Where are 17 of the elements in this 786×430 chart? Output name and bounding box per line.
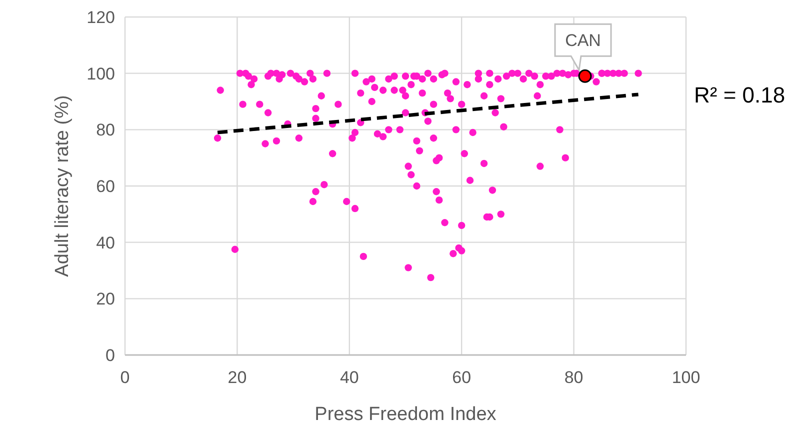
- y-tick-label: 120: [86, 8, 115, 27]
- x-tick-label: 100: [672, 368, 700, 387]
- y-tick-label: 40: [96, 233, 115, 252]
- x-tick-label: 0: [120, 368, 130, 387]
- y-tick-label: 60: [96, 176, 115, 196]
- y-tick-label: 80: [96, 120, 115, 140]
- y-tick-label: 20: [96, 290, 115, 309]
- y-axis-title: Adult literacy rate (%): [52, 95, 73, 277]
- x-tick-label: 40: [340, 368, 359, 387]
- x-tick-label: 60: [452, 368, 472, 387]
- x-axis-title: Press Freedom Index: [314, 404, 497, 425]
- x-tick-label: 20: [228, 368, 247, 387]
- series-label: CAN: [565, 31, 601, 50]
- text: R² = 0.18: [694, 82, 786, 108]
- x-tick-label: 80: [564, 368, 584, 387]
- y-tick-label: 0: [106, 346, 115, 365]
- y-tick-label: 100: [86, 64, 115, 84]
